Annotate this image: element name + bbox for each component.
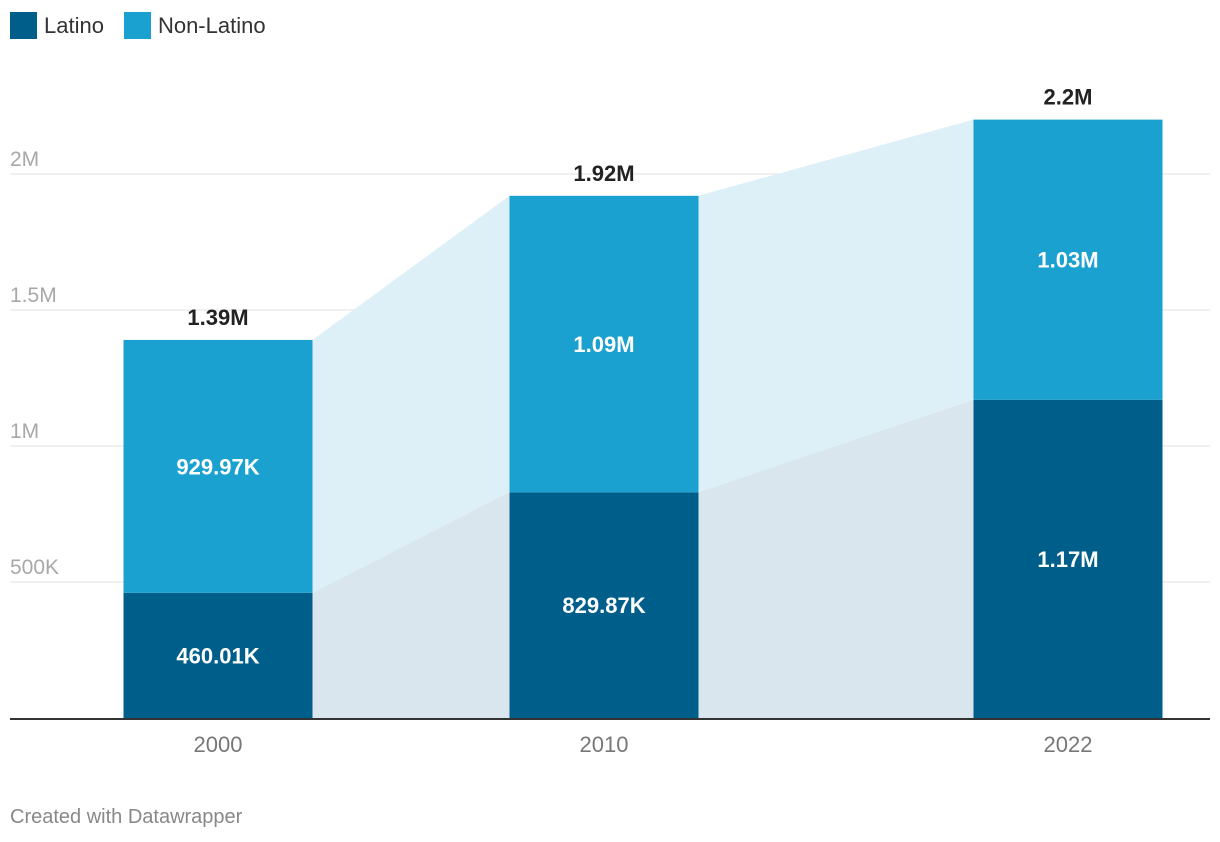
connector-non-latino bbox=[312, 195, 510, 593]
datawrapper-credit[interactable]: Created with Datawrapper bbox=[10, 806, 243, 828]
y-tick-label: 2M bbox=[10, 148, 39, 171]
legend-swatch-non-latino bbox=[123, 12, 151, 39]
total-label: 2.2M bbox=[1044, 85, 1093, 110]
legend-swatch-latino bbox=[10, 12, 37, 39]
x-tick-label: 2000 bbox=[194, 732, 243, 757]
y-tick-label: 500K bbox=[10, 556, 59, 579]
bar-non-latino bbox=[973, 119, 1163, 400]
bar-non-latino bbox=[123, 339, 313, 593]
connector-latino bbox=[698, 399, 974, 718]
data-label-non-latino: 929.97K bbox=[176, 454, 259, 479]
bar-non-latino bbox=[509, 195, 699, 493]
x-tick-label: 2010 bbox=[580, 732, 629, 757]
data-label-latino: 829.87K bbox=[562, 593, 645, 618]
legend-label-latino: Latino bbox=[44, 12, 104, 38]
legend-label-non-latino: Non-Latino bbox=[157, 12, 266, 38]
total-label: 1.39M bbox=[187, 305, 248, 330]
data-label-latino: 460.01K bbox=[176, 643, 259, 668]
data-label-non-latino: 1.03M bbox=[1037, 248, 1098, 273]
bar-latino bbox=[509, 492, 699, 718]
bar-latino bbox=[973, 399, 1163, 718]
data-label-latino: 1.17M bbox=[1037, 547, 1098, 572]
x-tick-label: 2022 bbox=[1044, 732, 1093, 757]
legend-item-non-latino[interactable]: Non-Latino bbox=[123, 12, 266, 39]
connector-non-latino bbox=[698, 119, 974, 493]
data-label-non-latino: 1.09M bbox=[573, 332, 634, 357]
y-tick-label: 1.5M bbox=[10, 284, 57, 307]
total-label: 1.92M bbox=[573, 161, 634, 186]
bar-latino bbox=[123, 592, 313, 718]
connector-latino bbox=[312, 492, 510, 718]
legend-item-latino[interactable]: Latino bbox=[10, 12, 104, 39]
legend: Latino Non-Latino bbox=[10, 12, 286, 39]
y-tick-label: 1M bbox=[10, 420, 39, 443]
